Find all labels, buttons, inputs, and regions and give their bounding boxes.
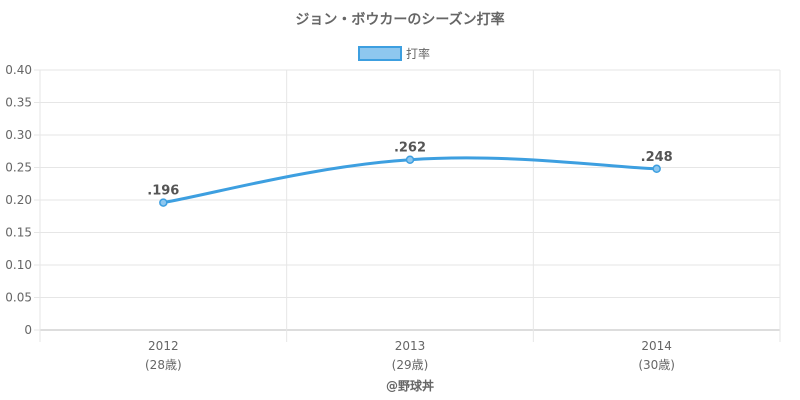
chart-title: ジョン・ボウカーのシーズン打率 [295, 11, 504, 28]
y-tick-label: 0.30 [5, 128, 32, 142]
legend-label: 打率 [406, 46, 430, 61]
y-tick-label: 0.05 [5, 291, 32, 305]
grid [34, 69, 781, 342]
y-tick-label: 0.40 [5, 63, 32, 77]
data-point [405, 155, 415, 164]
x-axis-ticks: 2012 (28歳) 2013 (29歳) 2014 (30歳) [145, 339, 675, 372]
data-label: .248 [641, 150, 673, 165]
y-tick-label: 0.20 [5, 193, 32, 207]
data-label: .196 [147, 184, 179, 199]
x-tick-label: 2012 [148, 339, 179, 353]
y-axis-ticks: 0 0.05 0.10 0.15 0.20 0.25 0.30 0.35 0.40 [5, 63, 32, 337]
data-labels: .196 .262 .248 [147, 141, 672, 199]
y-tick-label: 0.10 [5, 258, 32, 272]
x-tick-label: 2013 [395, 339, 426, 353]
y-tick-label: 0 [24, 323, 32, 337]
legend-swatch [358, 46, 402, 61]
y-tick-label: 0.35 [5, 96, 32, 110]
y-tick-label: 0.15 [5, 226, 32, 240]
data-point [159, 198, 168, 207]
data-point [652, 164, 661, 174]
data-points [159, 155, 661, 207]
data-label: .262 [394, 141, 426, 156]
x-tick-label: 2014 [641, 339, 672, 353]
x-tick-sublabel: (30歳) [638, 358, 675, 372]
y-tick-label: 0.25 [5, 161, 32, 175]
credit-text: @野球丼 [386, 378, 434, 393]
series-line [163, 156, 657, 205]
x-tick-sublabel: (28歳) [145, 358, 182, 372]
x-tick-sublabel: (29歳) [392, 358, 429, 372]
legend: 打率 [358, 46, 430, 61]
